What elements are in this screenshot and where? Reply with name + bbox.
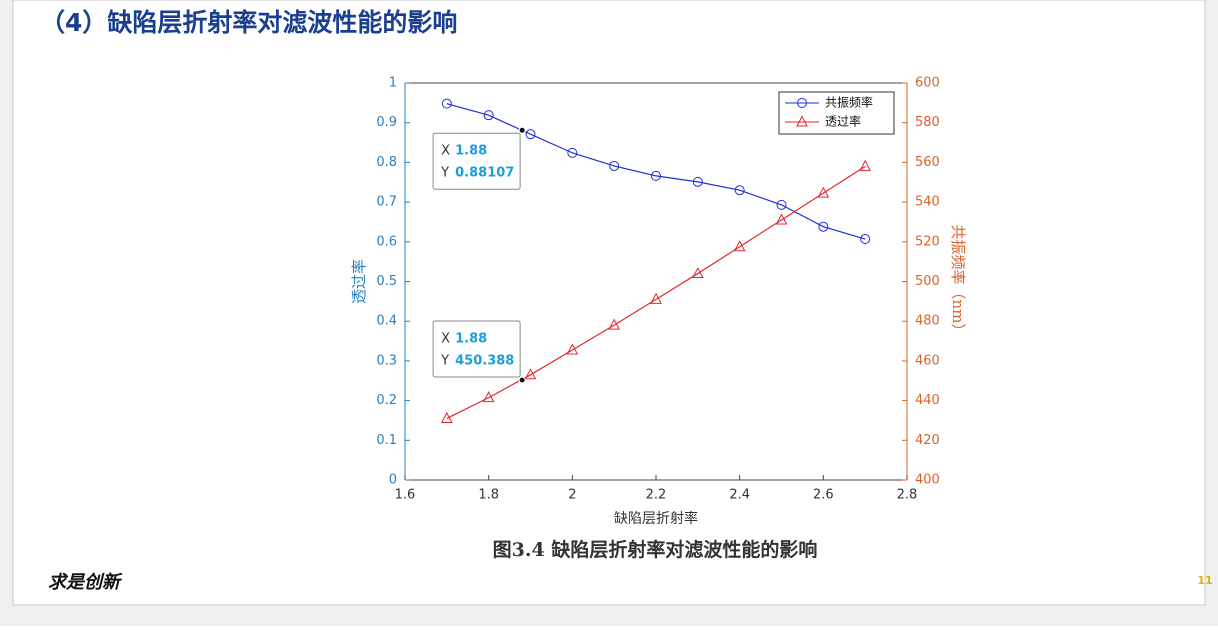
marker xyxy=(818,221,829,232)
datatip-y-value: 0.88107 xyxy=(455,166,514,181)
datatip-x-value: 1.88 xyxy=(455,331,487,346)
datatip-y-value: 450.388 xyxy=(455,353,514,368)
slide-title: （4）缺陷层折射率对滤波性能的影响 xyxy=(40,8,457,37)
marker xyxy=(524,368,537,380)
x-tick-label: 2.2 xyxy=(646,488,667,503)
marker xyxy=(651,170,661,181)
figure-caption: 图3.4 缺陷层折射率对滤波性能的影响 xyxy=(493,538,818,561)
datatip-y-label: Y xyxy=(440,353,449,368)
marker xyxy=(609,160,620,171)
x-tick-label: 2 xyxy=(568,488,576,503)
series-line xyxy=(446,165,866,420)
marker xyxy=(775,213,788,225)
marker xyxy=(817,186,830,198)
y-tick-label: 0.7 xyxy=(376,195,397,210)
marker xyxy=(733,240,746,252)
marker xyxy=(441,411,453,423)
y-tick-label: 0 xyxy=(389,473,397,488)
x-tick-label: 2.6 xyxy=(813,488,834,503)
marker xyxy=(566,343,579,355)
y-tick-label: 0.1 xyxy=(376,433,397,448)
y2-tick-label: 600 xyxy=(915,76,940,91)
x-tick-label: 1.8 xyxy=(478,488,499,503)
y2-tick-label: 500 xyxy=(915,274,940,289)
y2-tick-label: 420 xyxy=(915,433,940,448)
datatip-y-label: Y xyxy=(440,166,449,181)
legend-box xyxy=(778,91,895,135)
marker xyxy=(859,159,871,171)
marker xyxy=(525,129,536,140)
y-tick-label: 0.9 xyxy=(376,115,397,130)
x-tick-label: 2.4 xyxy=(729,488,750,503)
y-tick-label: 1 xyxy=(389,76,397,91)
y2-tick-label: 560 xyxy=(915,155,940,170)
datatip-point xyxy=(518,376,526,384)
y-tick-label: 0.5 xyxy=(376,274,397,289)
datatip-x-value: 1.88 xyxy=(455,144,487,159)
y2-tick-label: 480 xyxy=(915,314,940,329)
marker xyxy=(650,292,662,304)
y2-tick-label: 580 xyxy=(915,115,940,130)
y2-tick-label: 440 xyxy=(915,393,940,408)
marker xyxy=(860,234,871,245)
marker xyxy=(567,147,578,158)
y-tick-label: 0.8 xyxy=(376,155,397,170)
marker xyxy=(608,318,620,330)
y2-tick-label: 460 xyxy=(915,353,940,368)
datatip-x-label: X xyxy=(441,144,450,159)
marker xyxy=(692,266,704,279)
page-number: 11 xyxy=(1197,574,1212,587)
marker xyxy=(776,199,787,210)
marker xyxy=(692,176,703,187)
legend-marker xyxy=(797,98,807,108)
y2-tick-label: 400 xyxy=(915,473,940,488)
marker xyxy=(483,110,494,121)
y-tick-label: 0.4 xyxy=(376,314,397,329)
datatip-box xyxy=(432,320,521,378)
datatip-x-label: X xyxy=(441,331,450,346)
datatip-box xyxy=(432,132,521,190)
x-tick-label: 1.6 xyxy=(395,488,416,503)
y-tick-label: 0.3 xyxy=(376,353,397,368)
y-axis-label: 透过率 xyxy=(350,259,368,304)
legend-label: 透过率 xyxy=(825,114,861,129)
y2-tick-label: 520 xyxy=(915,234,940,249)
logo: 求是创新 xyxy=(48,572,123,593)
marker xyxy=(482,391,495,403)
x-axis-label: 缺陷层折射率 xyxy=(614,510,698,527)
y2-tick-label: 540 xyxy=(915,195,940,210)
y2-axis-label: 共振频率（nm） xyxy=(949,225,967,339)
marker xyxy=(441,98,452,109)
y-tick-label: 0.6 xyxy=(376,234,397,249)
datatip-point xyxy=(518,126,526,134)
y-tick-label: 0.2 xyxy=(376,393,397,408)
marker xyxy=(734,185,745,196)
x-tick-label: 2.8 xyxy=(897,488,918,503)
legend-marker xyxy=(796,115,808,127)
legend-label: 共振频率 xyxy=(825,95,873,110)
series-line xyxy=(446,103,866,240)
